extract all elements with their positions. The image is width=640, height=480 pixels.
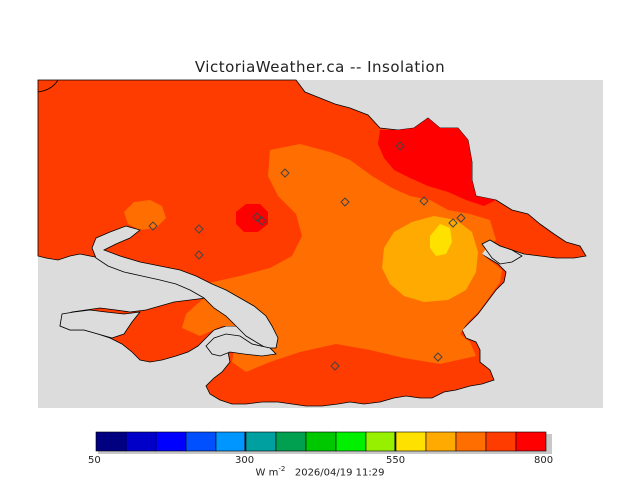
colorbar-segment [455, 431, 487, 452]
contour-700-west [124, 200, 166, 230]
station-marker [280, 168, 290, 178]
contour-650 [382, 216, 478, 302]
colorbar-segment [215, 431, 247, 452]
harbour-east [481, 239, 523, 265]
units-label: W m [255, 467, 279, 479]
inlet-center [205, 333, 277, 357]
timestamp: 2026/04/19 11:29 [294, 467, 385, 479]
colorbar-segment [125, 431, 157, 452]
inlet-west [91, 225, 279, 349]
coast-corner [37, 79, 59, 93]
colorbar-tick-label: 550 [386, 455, 406, 466]
units-exponent: -2 [278, 465, 286, 473]
station-marker [456, 213, 466, 223]
colorbar-segment [515, 431, 547, 452]
contour-800-ne [378, 118, 496, 206]
colorbar-segment [305, 431, 337, 452]
colorbar-segment [155, 431, 187, 452]
station-marker [252, 212, 262, 222]
colorbar-tick-label: 300 [235, 455, 255, 466]
colorbar-segment [395, 431, 427, 452]
colorbar-segment [335, 431, 367, 452]
station-marker [340, 197, 350, 207]
colorbar-segment [485, 431, 517, 452]
station-marker [395, 141, 405, 151]
units-and-time: W m-2 2026/04/19 11:29 [0, 465, 640, 478]
colorbar-tick-label: 50 [88, 455, 101, 466]
station-marker [330, 361, 340, 371]
colorbar-segment [95, 431, 127, 452]
station-marker [419, 196, 429, 206]
colorbar-tick-label: 800 [534, 455, 554, 466]
inlet-south [59, 309, 141, 339]
colorbar-segment [185, 431, 217, 452]
station-marker [194, 224, 204, 234]
colorbar [95, 431, 547, 452]
station-markers [148, 141, 466, 371]
colorbar-segment [275, 431, 307, 452]
colorbar-segment [425, 431, 457, 452]
map-title: VictoriaWeather.ca -- Insolation [194, 58, 446, 76]
station-marker [148, 221, 158, 231]
station-marker [448, 218, 458, 228]
station-marker [194, 250, 204, 260]
station-marker [433, 352, 443, 362]
contour-800-center [236, 204, 268, 232]
colorbar-segment [245, 431, 277, 452]
station-marker [257, 216, 267, 226]
colorbar-segment [365, 431, 397, 452]
contour-600 [430, 224, 452, 256]
